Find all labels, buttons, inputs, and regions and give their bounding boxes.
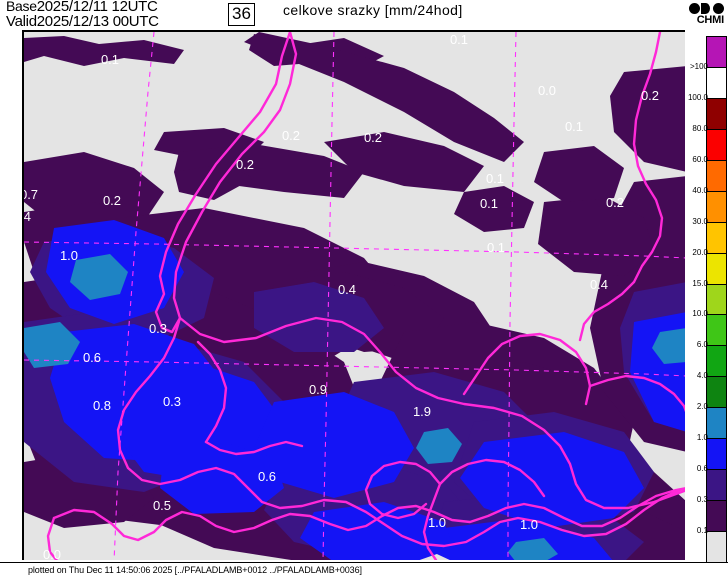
map-value-label: 1.0 — [520, 517, 538, 532]
map-value-label: 0.8 — [93, 398, 111, 413]
map-value-label: 0.4 — [24, 209, 31, 224]
precip-band-0.6 — [46, 220, 685, 560]
map-value-label: 0.2 — [282, 128, 300, 143]
colorbar-cell — [707, 408, 726, 440]
valid-label: Valid — [6, 13, 37, 30]
colorbar-cell — [707, 439, 726, 471]
map-value-label: 1.0 — [60, 248, 78, 263]
colorbar-tick-label: 2.0 — [696, 402, 708, 412]
colorbar-cell — [707, 160, 726, 192]
precip-band-1.0 — [24, 254, 685, 560]
map-value-label: 0.2 — [236, 157, 254, 172]
logo-text: CHMI — [696, 14, 725, 26]
map-value-label: 0.9 — [309, 382, 327, 397]
forecast-step-value: 36 — [232, 4, 251, 23]
colorbar-labels: >100 100.0 80.0 60.0 40.0 30.0 20.0 15.0 10.0 6.0… — [688, 36, 708, 564]
colorbar-tick-label: 60.0 — [692, 154, 708, 164]
map-value-label: 0.1 — [480, 196, 498, 211]
colorbar-cell — [707, 470, 726, 502]
colorbar-tick-label: >100 — [689, 61, 708, 71]
colorbar-tick-label: 0.6 — [696, 464, 708, 474]
colorbar-cell — [707, 191, 726, 223]
valid-value: 2025/12/13 00UTC — [36, 13, 159, 30]
base-value: 2025/12/11 12UTC — [36, 0, 158, 15]
map-value-label: 1.0 — [428, 515, 446, 530]
colorbar-tick-label: 100.0 — [687, 92, 708, 102]
colorbar-tick-label: 4.0 — [696, 371, 708, 381]
colorbar-tick-label: 80.0 — [692, 123, 708, 133]
precipitation-field: 0.1 0.1 0.2 0.2 0.2 0.0 0.2 0.1 0.1 0.7 0.2 0.1 0.2 0… — [24, 32, 685, 560]
map-value-label: 0.0 — [538, 83, 556, 98]
map-value-label: 0.2 — [606, 195, 624, 210]
colorbar-cell — [707, 129, 726, 161]
colorbar-cell — [707, 501, 726, 532]
colorbar-tick-label: 20.0 — [692, 247, 708, 257]
map-value-label: 0.1 — [486, 171, 504, 186]
colorbar-tick-label: 40.0 — [692, 185, 708, 195]
colorbar-tick-label: 30.0 — [692, 216, 708, 226]
colorbar-cell — [707, 532, 726, 563]
base-label: Base — [6, 0, 37, 14]
left-margin — [0, 30, 22, 560]
map-value-label: 0.1 — [565, 119, 583, 134]
colorbar-cell — [707, 315, 726, 347]
base-time-row: Base2025/12/11 12UTC — [6, 0, 158, 14]
map-value-label: 0.1 — [450, 32, 468, 47]
colorbar-cell — [707, 37, 726, 68]
map-value-label: 0.4 — [338, 282, 356, 297]
colorbar-cell — [707, 222, 726, 254]
map-value-label: 0.7 — [24, 187, 38, 202]
colorbar-cell — [707, 377, 726, 409]
colorbar-tick-label: 15.0 — [692, 278, 708, 288]
map-value-label: 1.9 — [413, 404, 431, 419]
logo-dots-icon — [678, 2, 724, 14]
map-value-label: 0.6 — [83, 350, 101, 365]
map-value-label: 0.5 — [153, 498, 171, 513]
colorbar — [706, 36, 727, 564]
colorbar-cell — [707, 346, 726, 378]
colorbar-cell — [707, 253, 726, 285]
colorbar-tick-label: 0.1 — [696, 526, 708, 536]
colorbar-cell — [707, 284, 726, 316]
colorbar-tick-label: 1.0 — [696, 433, 708, 443]
colorbar-tick-label: 6.0 — [696, 340, 708, 350]
map-value-label: 0.2 — [364, 130, 382, 145]
map-value-label: 0.0 — [43, 547, 61, 560]
status-text: plotted on Thu Dec 11 14:50:06 2025 [../… — [28, 565, 362, 575]
map-value-label: 0.1 — [487, 240, 505, 255]
chmi-logo: CHMI — [678, 1, 724, 27]
forecast-step-box[interactable]: 36 — [228, 3, 255, 26]
map-value-label: 0.3 — [149, 321, 167, 336]
colorbar-cell — [707, 98, 726, 130]
map-value-label: 0.4 — [590, 277, 608, 292]
graticule — [24, 32, 685, 560]
map-value-label: 0.2 — [103, 193, 121, 208]
country-borders — [46, 32, 685, 560]
value-labels: 0.1 0.1 0.2 0.2 0.2 0.0 0.2 0.1 0.1 0.7 0.2 0.1 0.2 0… — [24, 32, 659, 560]
status-bar: plotted on Thu Dec 11 14:50:06 2025 [../… — [0, 562, 728, 578]
colorbar-tick-label: 10.0 — [692, 309, 708, 319]
colorbar-cell — [707, 67, 726, 99]
colorbar-tick-label: 0.3 — [696, 495, 708, 505]
header: Base2025/12/11 12UTC Valid2025/12/13 00U… — [0, 0, 728, 30]
map-frame[interactable]: 0.1 0.1 0.2 0.2 0.2 0.0 0.2 0.1 0.1 0.7 0.2 0.1 0.2 0… — [22, 30, 685, 560]
map-value-label: 0.6 — [258, 469, 276, 484]
valid-time-row: Valid2025/12/13 00UTC — [6, 14, 159, 29]
map-value-label: 0.3 — [163, 394, 181, 409]
map-value-label: 0.1 — [101, 52, 119, 67]
page-title: celkove srazky [mm/24hod] — [283, 2, 463, 18]
map-canvas[interactable]: 0.1 0.1 0.2 0.2 0.2 0.0 0.2 0.1 0.1 0.7 0.2 0.1 0.2 0… — [24, 32, 685, 560]
map-value-label: 0.2 — [641, 88, 659, 103]
